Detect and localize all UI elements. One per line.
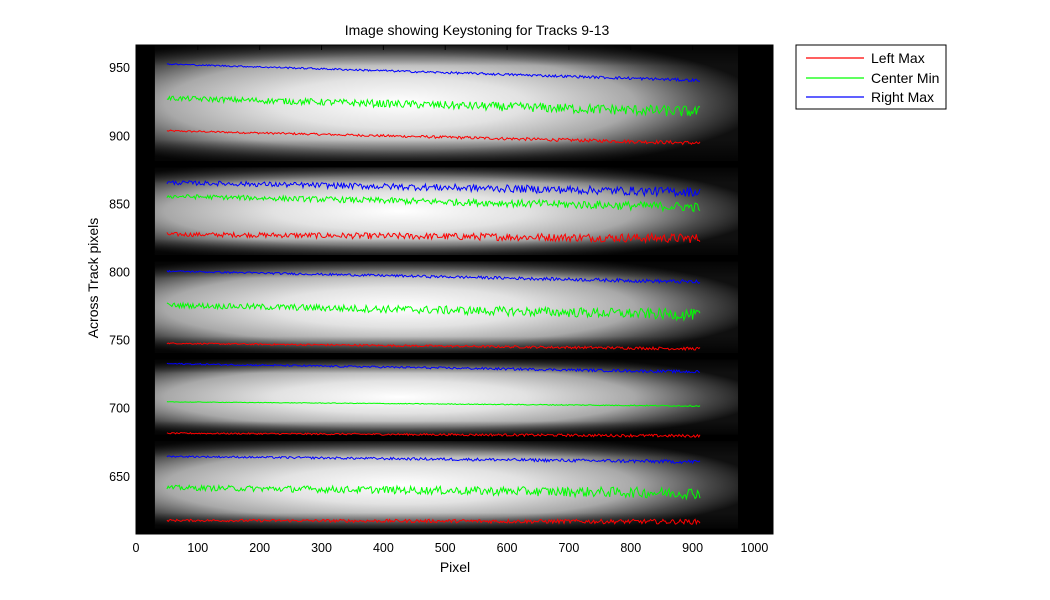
series-layer [166,63,701,526]
legend-label-center-min: Center Min [871,70,939,86]
x-tick-label: 100 [187,541,208,555]
x-tick-label: 800 [620,541,641,555]
legend-item-left-max: Left Max [806,50,925,66]
series-line-center-min [166,94,701,117]
y-tick-label: 900 [109,129,130,143]
series-line-right-max [166,179,701,198]
series-line-left-max [166,231,701,245]
chart-title: Image showing Keystoning for Tracks 9-13 [345,22,610,38]
series-line-left-max [166,129,701,146]
series-line-center-min [166,194,701,213]
y-tick-label: 650 [109,470,130,484]
legend-item-right-max: Right Max [806,89,934,105]
series-line-left-max [166,431,701,439]
series-line-center-min [166,401,701,408]
x-tick-label: 300 [311,541,332,555]
x-tick-label: 900 [682,541,703,555]
track-band-shade [154,359,739,435]
track-image-layer [154,45,739,529]
x-tick-label: 600 [497,541,518,555]
y-tick-label: 750 [109,334,130,348]
legend-label-right-max: Right Max [871,89,934,105]
series-line-right-max [166,63,700,83]
track-band-shade [154,45,739,161]
series-line-left-max [166,342,701,352]
series-line-center-min [166,483,701,501]
legend-box [795,44,947,110]
y-tick-label: 700 [109,402,130,416]
y-axis-label: Across Track pixels [85,218,101,339]
series-line-right-max [166,455,701,465]
x-axis: 0 100 200 300 400 500 600 700 800 900 1000 [133,45,769,555]
series-line-right-max [166,362,701,375]
x-tick-label: 0 [133,541,140,555]
series-line-right-max [166,269,701,285]
x-tick-label: 700 [558,541,579,555]
y-tick-label: 850 [109,197,130,211]
x-tick-label: 200 [249,541,270,555]
x-tick-label: 1000 [741,541,769,555]
legend-label-left-max: Left Max [871,50,925,66]
x-tick-label: 400 [373,541,394,555]
legend-item-center-min: Center Min [806,70,939,86]
track-band-shade [154,441,739,529]
y-tick-label: 950 [109,61,130,75]
track-band-shade [154,167,739,255]
y-axis: 650 700 750 800 850 900 950 [109,61,773,484]
series-line-center-min [166,301,701,322]
x-tick-label: 500 [435,541,456,555]
series-line-left-max [166,518,701,526]
x-axis-label: Pixel [440,559,470,575]
plot-frame [135,44,774,535]
legend: Left Max Center Min Right Max [795,44,947,110]
y-tick-label: 800 [109,265,130,279]
